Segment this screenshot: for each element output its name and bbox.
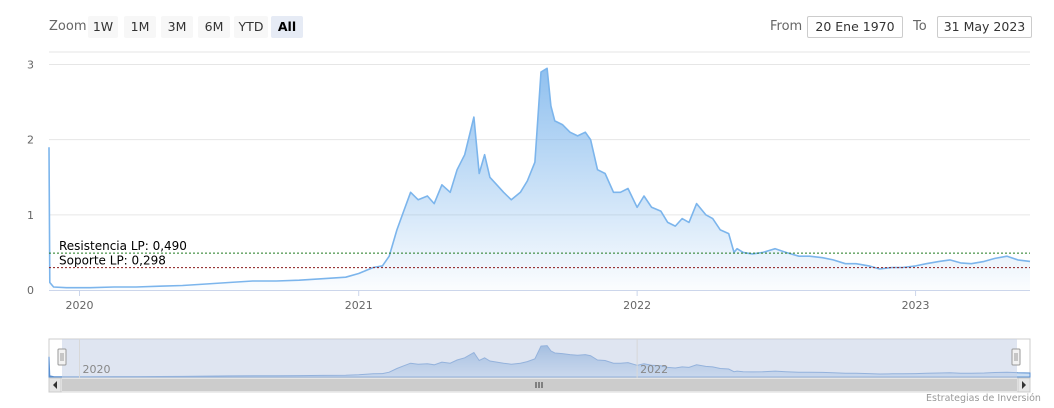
range-selector: Zoom 1W 1M 3M 6M YTD All From 20 Ene 197… <box>0 0 1054 52</box>
zoom-ytd-button[interactable]: YTD <box>234 16 268 38</box>
resistance-label: Resistencia LP: 0,490 <box>59 239 187 253</box>
navigator-tick-label: 2020 <box>83 363 111 376</box>
x-tick-label: 2023 <box>902 299 930 312</box>
to-label: To <box>913 19 927 34</box>
arrow-left-icon <box>53 381 57 389</box>
y-tick-label: 3 <box>27 59 34 72</box>
series-line <box>48 67 1031 289</box>
navigator[interactable]: 2020 2022 <box>48 338 1031 379</box>
x-tick-label: 2022 <box>623 299 651 312</box>
from-label: From <box>770 19 803 34</box>
zoom-3m-button[interactable]: 3M <box>161 16 193 38</box>
support-label: Soporte LP: 0,298 <box>59 254 166 268</box>
zoom-label: Zoom <box>49 19 87 34</box>
navigator-mask <box>62 339 1017 378</box>
from-date-input[interactable]: 20 Ene 1970 <box>807 16 903 38</box>
credit-text: Estrategias de Inversión <box>926 393 1041 404</box>
y-axis: 0 1 2 3 <box>27 59 34 297</box>
zoom-all-button[interactable]: All <box>271 16 303 38</box>
zoom-1m-button[interactable]: 1M <box>124 16 156 38</box>
navigator-right-handle[interactable] <box>1011 348 1021 366</box>
navigator-left-handle[interactable] <box>57 348 67 366</box>
to-date-input[interactable]: 31 May 2023 <box>937 16 1032 38</box>
y-tick-label: 0 <box>27 284 34 297</box>
navigator-axis: 2020 2022 <box>79 339 668 378</box>
x-tick-label: 2021 <box>345 299 373 312</box>
series-area-fill <box>49 68 1030 290</box>
series-area <box>48 67 1031 290</box>
y-tick-label: 2 <box>27 134 34 147</box>
scrollbar[interactable] <box>48 377 1031 393</box>
x-axis: 2020 2021 2022 2023 <box>49 290 1030 312</box>
navigator-tick-label: 2022 <box>640 363 668 376</box>
y-tick-label: 1 <box>27 209 34 222</box>
zoom-1w-button[interactable]: 1W <box>88 16 118 38</box>
arrow-right-icon <box>1022 381 1026 389</box>
zoom-6m-button[interactable]: 6M <box>198 16 230 38</box>
x-tick-label: 2020 <box>66 299 94 312</box>
